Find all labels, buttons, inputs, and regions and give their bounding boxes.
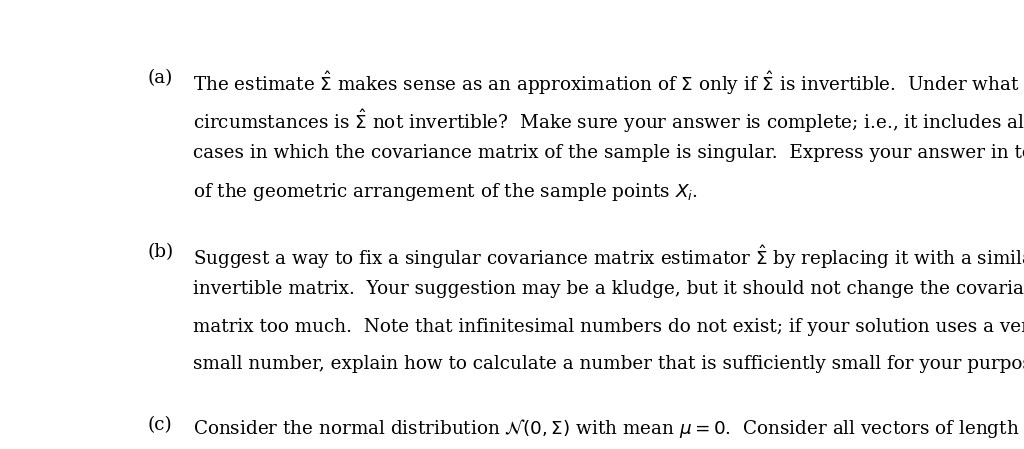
Text: Consider the normal distribution $\mathcal{N}(0, \Sigma)$ with mean $\mu = 0$.  : Consider the normal distribution $\mathc…: [194, 417, 1020, 440]
Text: of the geometric arrangement of the sample points $X_i$.: of the geometric arrangement of the samp…: [194, 181, 698, 203]
Text: (b): (b): [147, 243, 174, 261]
Text: The estimate $\hat{\Sigma}$ makes sense as an approximation of $\Sigma$ only if : The estimate $\hat{\Sigma}$ makes sense …: [194, 70, 1020, 97]
Text: circumstances is $\hat{\Sigma}$ not invertible?  Make sure your answer is comple: circumstances is $\hat{\Sigma}$ not inve…: [194, 107, 1024, 135]
Text: (c): (c): [147, 417, 173, 435]
Text: matrix too much.  Note that infinitesimal numbers do not exist; if your solution: matrix too much. Note that infinitesimal…: [194, 318, 1024, 336]
Text: (a): (a): [147, 70, 173, 88]
Text: cases in which the covariance matrix of the sample is singular.  Express your an: cases in which the covariance matrix of …: [194, 144, 1024, 162]
Text: small number, explain how to calculate a number that is sufficiently small for y: small number, explain how to calculate a…: [194, 355, 1024, 373]
Text: Suggest a way to fix a singular covariance matrix estimator $\hat{\Sigma}$ by re: Suggest a way to fix a singular covarian…: [194, 243, 1024, 271]
Text: invertible matrix.  Your suggestion may be a kludge, but it should not change th: invertible matrix. Your suggestion may b…: [194, 280, 1024, 298]
